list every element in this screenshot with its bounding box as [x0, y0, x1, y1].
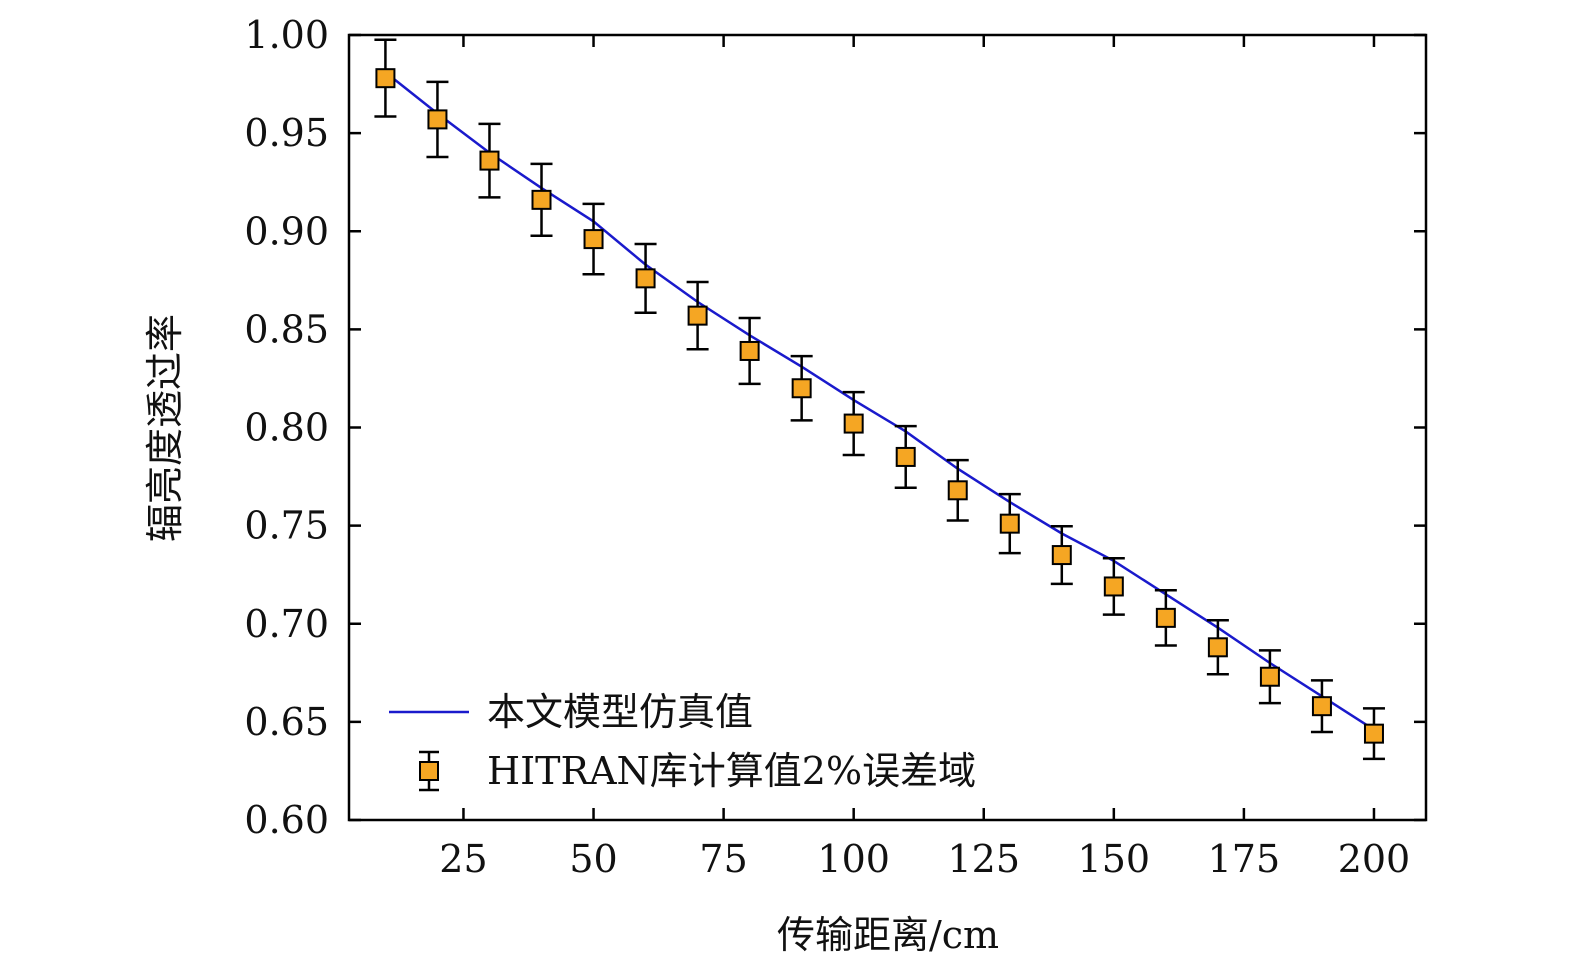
data-point-marker [1311, 696, 1332, 717]
data-point-marker [687, 305, 708, 326]
data-point-marker [895, 446, 916, 467]
data-point-marker [583, 229, 604, 250]
tick-layer: 25 50 75 100 125 150 175 200 0.60 0.65 0.70 0.75 0.8… [244, 13, 1426, 881]
data-point-marker [1103, 576, 1124, 597]
y-tick-label: 0.95 [244, 111, 329, 155]
x-tick-label: 75 [699, 837, 747, 881]
y-tick-label: 0.80 [244, 406, 329, 450]
x-tick-label: 25 [439, 837, 487, 881]
data-point-marker [1155, 607, 1176, 628]
y-axis-title: 辐亮度透过率 [143, 314, 187, 542]
legend-label-hitran: HITRAN库计算值2%误差域 [487, 749, 976, 793]
y-tick-label: 0.65 [244, 700, 329, 744]
legend: 本文模型仿真值 HITRAN库计算值2%误差域 [389, 690, 976, 793]
x-tick-label: 200 [1338, 837, 1411, 881]
data-point-marker [1259, 666, 1280, 687]
y-tick-label: 0.75 [244, 504, 329, 548]
data-point-marker [999, 513, 1020, 534]
y-tick-label: 1.00 [244, 13, 329, 57]
x-tick-label: 150 [1078, 837, 1151, 881]
x-tick-label: 175 [1208, 837, 1281, 881]
data-point-marker [479, 150, 500, 171]
data-point-marker [843, 413, 864, 434]
y-tick-label: 0.90 [244, 209, 329, 253]
legend-label-simulation: 本文模型仿真值 [487, 690, 753, 734]
data-point-marker [635, 268, 656, 289]
data-point-marker [1051, 545, 1072, 566]
simulation-line [384, 71, 1375, 731]
data-point-marker [739, 340, 760, 361]
data-point-marker [1207, 637, 1228, 658]
data-point-marker [791, 378, 812, 399]
y-tick-label: 0.85 [244, 307, 329, 351]
line-layer [384, 71, 1375, 731]
x-axis-title: 传输距离/cm [777, 913, 999, 957]
errorbar-layer [374, 38, 1385, 761]
data-point-marker [1363, 723, 1384, 744]
data-point-marker [375, 68, 396, 89]
y-tick-label: 0.60 [244, 798, 329, 842]
x-tick-label: 125 [947, 837, 1020, 881]
x-tick-label: 50 [569, 837, 617, 881]
data-point-marker [427, 109, 448, 130]
marker-layer [375, 68, 1384, 744]
x-tick-label: 100 [817, 837, 890, 881]
data-point-marker [531, 189, 552, 210]
y-tick-label: 0.70 [244, 602, 329, 646]
data-point-marker [947, 480, 968, 501]
legend-errorbar-swatch [419, 750, 439, 792]
